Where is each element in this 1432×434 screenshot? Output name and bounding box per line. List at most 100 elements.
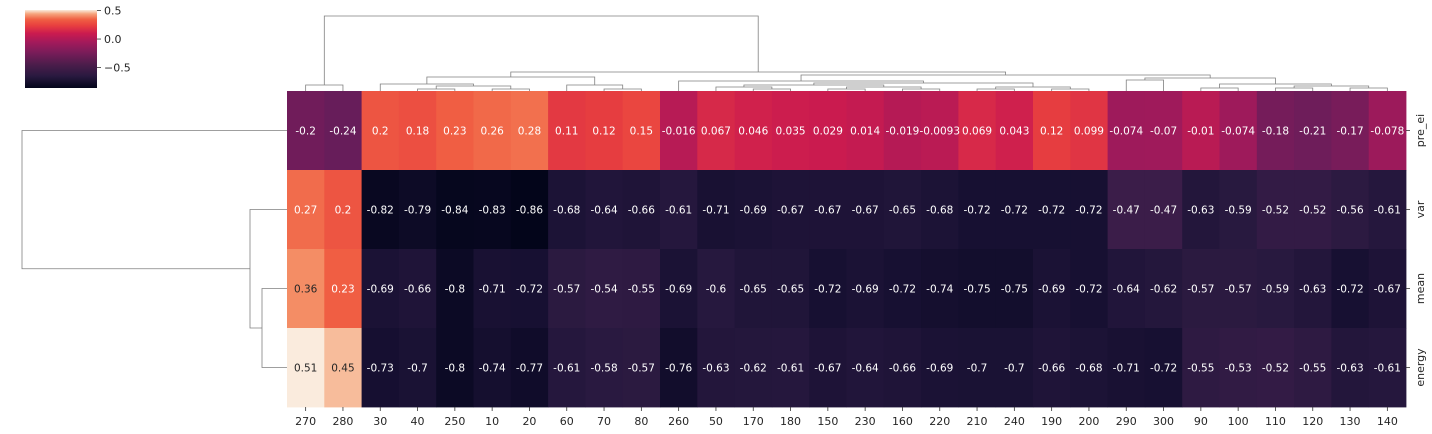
cell-value-label: -0.52 xyxy=(1299,205,1326,217)
heatmap-cell-var-70 xyxy=(585,170,624,250)
cell-value-label: -0.86 xyxy=(516,205,543,217)
dendrogram-link xyxy=(678,80,924,91)
cell-value-label: -0.078 xyxy=(1370,126,1404,138)
cell-value-label: -0.17 xyxy=(1336,126,1363,138)
dendrogram-link xyxy=(752,88,791,91)
heatmap-cell-var-230 xyxy=(846,170,885,250)
x-tick-label: 110 xyxy=(1265,415,1286,428)
heatmap-cell-pre_ei-250 xyxy=(436,91,474,171)
heatmap-cell-pre_ei-210 xyxy=(958,91,997,171)
heatmap-cell-var-80 xyxy=(622,170,661,250)
heatmap-cell-mean-100 xyxy=(1219,249,1258,329)
cell-value-label: -0.67 xyxy=(852,205,879,217)
dendrogram-link xyxy=(323,15,759,85)
cell-value-label: -0.66 xyxy=(889,363,916,375)
cell-value-label: -0.61 xyxy=(665,205,692,217)
heatmap-cell-energy-180 xyxy=(771,328,810,408)
cell-value-label: -0.18 xyxy=(1262,126,1289,138)
cell-value-label: -0.8 xyxy=(445,284,466,296)
heatmap-cell-mean-150 xyxy=(809,249,847,329)
x-tick-label: 80 xyxy=(634,415,648,428)
heatmap-cell-energy-260 xyxy=(660,328,698,408)
heatmap-cell-pre_ei-110 xyxy=(1256,91,1295,171)
cell-value-label: -0.71 xyxy=(1113,363,1140,375)
cell-value-label: 0.029 xyxy=(813,126,843,138)
dendrogram-link xyxy=(976,88,1015,91)
heatmap-cell-energy-30 xyxy=(361,328,400,408)
colorbar-tick-label: 0.5 xyxy=(104,5,122,18)
cell-value-label: -0.72 xyxy=(1001,205,1028,217)
cell-value-label: 0.046 xyxy=(738,126,768,138)
heatmap-cell-energy-120 xyxy=(1294,328,1332,408)
heatmap-cell-var-210 xyxy=(958,170,997,250)
cell-value-label: -0.24 xyxy=(329,126,356,138)
cell-value-label: -0.55 xyxy=(628,284,655,296)
heatmap-cell-var-280 xyxy=(324,170,362,250)
cell-value-label: 0.23 xyxy=(331,284,354,296)
cell-value-label: -0.67 xyxy=(777,205,804,217)
heatmap-cell-pre_ei-20 xyxy=(510,91,549,171)
heatmap-cell-var-170 xyxy=(734,170,773,250)
heatmap-cell-mean-20 xyxy=(510,249,549,329)
heatmap-cell-var-30 xyxy=(361,170,400,250)
heatmap-cell-mean-200 xyxy=(1070,249,1108,329)
heatmap-cell-mean-70 xyxy=(585,249,624,329)
heatmap-cell-energy-10 xyxy=(473,328,512,408)
dendrogram-link xyxy=(417,88,456,91)
cell-value-label: -0.66 xyxy=(1038,363,1065,375)
x-tick-label: 260 xyxy=(668,415,689,428)
heatmap-cell-pre_ei-200 xyxy=(1070,91,1108,171)
x-tick-label: 200 xyxy=(1078,415,1099,428)
x-tick-label: 30 xyxy=(373,415,387,428)
heatmap-cell-var-150 xyxy=(809,170,847,250)
x-tick-label: 60 xyxy=(560,415,574,428)
x-tick-label: 280 xyxy=(332,415,353,428)
colorbar-ticks: 0.5 0.0 −0.5 xyxy=(97,5,131,75)
cell-value-label: 0.067 xyxy=(701,126,731,138)
cell-value-label: -0.61 xyxy=(1374,363,1401,375)
heatmap-cell-pre_ei-130 xyxy=(1331,91,1370,171)
cell-value-label: 0.27 xyxy=(294,205,317,217)
cell-value-label: 0.099 xyxy=(1074,126,1104,138)
cell-value-label: -0.62 xyxy=(1150,284,1177,296)
heatmap-cell-mean-40 xyxy=(398,249,437,329)
cell-value-label: -0.57 xyxy=(628,363,655,375)
heatmap-cell-mean-80 xyxy=(622,249,661,329)
heatmap-cell-mean-120 xyxy=(1294,249,1332,329)
cell-value-label: -0.64 xyxy=(590,205,617,217)
cell-value-label: -0.59 xyxy=(1262,284,1289,296)
heatmap-cell-pre_ei-70 xyxy=(585,91,624,171)
cell-value-label: -0.64 xyxy=(1113,284,1140,296)
cell-value-label: 0.15 xyxy=(630,126,653,138)
cell-value-label: 0.11 xyxy=(555,126,578,138)
cell-value-label: -0.63 xyxy=(1299,284,1326,296)
cell-value-label: 0.2 xyxy=(335,205,352,217)
y-tick-label: pre_ei xyxy=(1414,114,1427,147)
cell-value-label: -0.65 xyxy=(777,284,804,296)
heatmap-cell-var-50 xyxy=(697,170,735,250)
x-tick-label: 10 xyxy=(485,415,499,428)
cell-value-label: -0.69 xyxy=(367,284,394,296)
cell-value-label: -0.57 xyxy=(1187,284,1214,296)
cell-value-label: -0.63 xyxy=(1187,205,1214,217)
cell-value-label: -0.79 xyxy=(404,205,431,217)
cell-value-label: 0.014 xyxy=(850,126,880,138)
cell-value-label: -0.75 xyxy=(1001,284,1028,296)
dendrogram-link xyxy=(249,209,287,329)
cell-value-label: -0.74 xyxy=(479,363,506,375)
heatmap-cells xyxy=(287,91,1407,408)
heatmap-cell-var-40 xyxy=(398,170,437,250)
cell-value-label: -0.54 xyxy=(590,284,617,296)
heatmap-annotations: -0.2 -0.24 0.2 0.18 0.23 0.26 0.28 0.11 0.12 0.15… xyxy=(294,126,1404,375)
cell-value-label: -0.59 xyxy=(1225,205,1252,217)
heatmap-cell-mean-190 xyxy=(1033,249,1071,329)
cell-value-label: -0.8 xyxy=(445,363,466,375)
cell-value-label: -0.64 xyxy=(852,363,879,375)
x-tick-label: 210 xyxy=(967,415,988,428)
cell-value-label: -0.61 xyxy=(1374,205,1401,217)
heatmap-cell-pre_ei-190 xyxy=(1033,91,1071,171)
heatmap-cell-mean-240 xyxy=(995,249,1034,329)
heatmap-cell-mean-290 xyxy=(1107,249,1146,329)
cell-value-label: 0.28 xyxy=(518,126,541,138)
